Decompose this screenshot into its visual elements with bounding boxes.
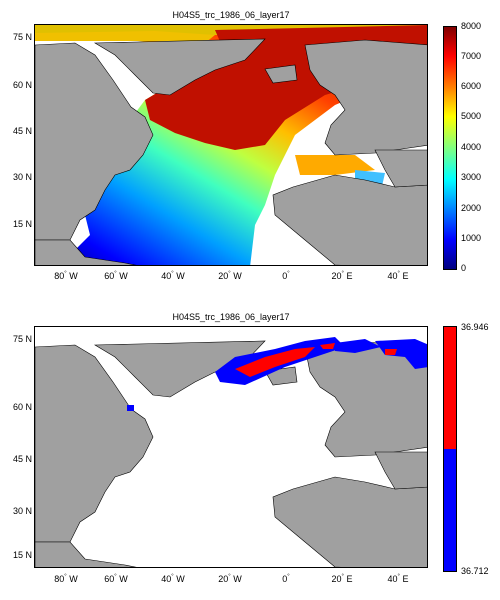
top-land [35, 38, 427, 265]
top-colorbar-tick: 5000 [461, 111, 482, 121]
bottom-map-title: H04S5_trc_1986_06_layer17 [172, 312, 290, 322]
top-map-canvas [35, 25, 427, 265]
bottom-lon-label-80w: 80° W [54, 574, 78, 584]
bottom-lon-label-40e: 40° E [387, 574, 409, 584]
top-lat-label-45: 45 [12, 126, 23, 136]
top-colorbar-tick: 1000 [461, 233, 482, 243]
top-colorbar [443, 26, 457, 270]
top-lat-label-30: 30 [12, 172, 23, 182]
bottom-lat-label-30: 30 [12, 506, 23, 516]
top-lon-label-60w: 60° W [104, 271, 128, 281]
bottom-map-canvas [35, 337, 427, 567]
bottom-lon-label-20e: 20° E [331, 574, 353, 584]
top-colorbar-tick: 4000 [461, 142, 482, 152]
bottom-binary-field [127, 337, 427, 411]
bottom-lon-label-0: 0° [282, 574, 290, 584]
top-colorbar-tick: 0 [461, 263, 467, 273]
top-lon-label-40e: 40° E [387, 271, 409, 281]
bottom-lon-label-40w: 40° W [161, 574, 185, 584]
bottom-lat-label-75: 75 [12, 334, 23, 344]
bottom-lon-label-60w: 60° W [104, 574, 128, 584]
bottom-lat-label-60: 60 [12, 402, 23, 412]
top-lat-label-75: 75 [12, 32, 23, 42]
top-lon-label-20e: 20° E [331, 271, 353, 281]
top-lon-label-40w: 40° W [161, 271, 185, 281]
top-lat-label-15: 15 [12, 219, 23, 229]
bottom-land [35, 340, 427, 567]
top-colorbar-tick: 3000 [461, 172, 482, 182]
top-colorbar-tick: 6000 [461, 81, 482, 91]
top-lon-label-80w: 80° W [54, 271, 78, 281]
top-colorbar-tick: 7000 [461, 51, 482, 61]
top-map-plot [34, 24, 428, 266]
bottom-lat-label-45: 45 [12, 454, 23, 464]
top-lon-label-20w: 20° W [218, 271, 242, 281]
top-lon-label-0: 0° [282, 271, 290, 281]
bottom-colorbar [443, 326, 457, 572]
bottom-map-plot [34, 326, 428, 568]
top-lat-label-60: 60 [12, 80, 23, 90]
top-colorbar-tick: 2000 [461, 203, 482, 213]
bottom-lon-label-20w: 20° W [218, 574, 242, 584]
bottom-colorbar-top-label: 36.946 [461, 322, 489, 332]
bottom-lat-label-15: 15 [12, 550, 23, 560]
top-map-title: H04S5_trc_1986_06_layer17 [172, 10, 290, 20]
bottom-colorbar-bottom-label: 36.712 [461, 566, 489, 576]
top-colorbar-tick: 8000 [461, 21, 482, 31]
